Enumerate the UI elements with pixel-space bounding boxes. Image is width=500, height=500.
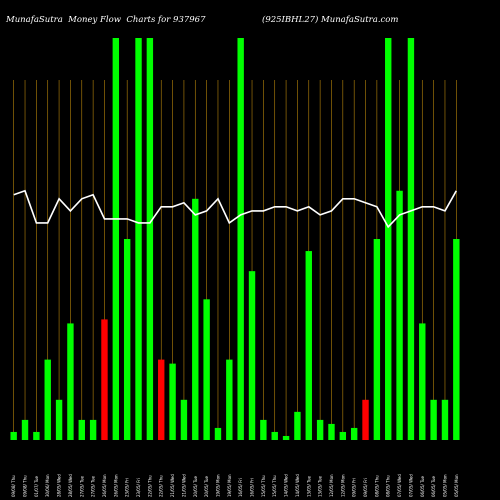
x-tick-label: 06/05/ Tue bbox=[431, 475, 436, 497]
money-flow-bar bbox=[123, 239, 131, 440]
x-tick-label: 19/05/ Mon bbox=[215, 474, 220, 497]
x-tick-label: 07/05/ Wed bbox=[408, 474, 413, 497]
money-flow-bar bbox=[373, 239, 381, 440]
x-tick-label: 09/05/ Fri bbox=[363, 478, 368, 497]
site-title: (925IBHL27) MunafaSutra.com bbox=[262, 14, 398, 25]
x-tick-label: 27/05/ Tue bbox=[79, 475, 84, 497]
money-flow-bar bbox=[158, 359, 165, 440]
money-flow-bar bbox=[294, 411, 301, 440]
money-flow-bar bbox=[316, 419, 324, 440]
money-flow-bar bbox=[101, 319, 108, 440]
money-flow-bar bbox=[78, 419, 85, 440]
x-tick-label: 16/05/ Fri bbox=[238, 478, 243, 497]
x-tick-label: 22/05/ Thu bbox=[147, 475, 152, 497]
x-tick-label: 26/05/ Mon bbox=[113, 474, 118, 497]
money-flow-bar bbox=[44, 359, 51, 440]
money-flow-line-layer bbox=[13, 189, 457, 229]
x-tick-label: 07/05/ Wed bbox=[397, 474, 402, 497]
money-flow-bar bbox=[396, 190, 403, 440]
x-tick-label: 05/05/ Mon bbox=[454, 474, 459, 497]
money-flow-bar bbox=[441, 399, 449, 440]
money-flow-bar bbox=[33, 431, 40, 440]
money-flow-bar bbox=[192, 198, 199, 440]
x-tick-label: 01/07/ Tue bbox=[34, 475, 39, 497]
money-flow-bar bbox=[282, 435, 290, 440]
money-flow-bar bbox=[419, 323, 426, 440]
x-tick-label: 21/05/ Wed bbox=[170, 474, 175, 497]
money-flow-bar bbox=[146, 38, 154, 440]
x-tick-label: 14/05/ Wed bbox=[284, 474, 289, 497]
money-flow-bar bbox=[135, 38, 142, 440]
money-flow-bar bbox=[305, 251, 312, 440]
money-flow-bar bbox=[10, 431, 17, 440]
money-flow-bars bbox=[10, 38, 460, 440]
money-flow-bar bbox=[55, 399, 63, 440]
money-flow-bar bbox=[237, 38, 244, 440]
x-tick-label: 21/05/ Wed bbox=[181, 474, 186, 497]
x-tick-label: 09/05/ Fri bbox=[352, 478, 357, 497]
x-tick-label: 23/05/ Fri bbox=[136, 478, 141, 497]
money-flow-bar bbox=[89, 419, 97, 440]
money-flow-bar bbox=[260, 419, 267, 440]
x-tick-label: 14/05/ Wed bbox=[295, 474, 300, 497]
money-flow-bar bbox=[203, 299, 210, 440]
x-tick-label: 30/06/ Mon bbox=[45, 474, 50, 497]
money-flow-bar bbox=[248, 271, 256, 440]
money-flow-bar bbox=[430, 399, 437, 440]
x-tick-label: 19/05/ Mon bbox=[227, 474, 232, 497]
money-flow-bar bbox=[67, 323, 74, 440]
money-flow-bar bbox=[453, 239, 460, 440]
x-tick-label: 26/05/ Mon bbox=[102, 474, 107, 497]
x-tick-label: 13/05/ Tue bbox=[318, 475, 323, 497]
money-flow-bar bbox=[385, 38, 392, 440]
x-axis-tick-labels: 09/08/ Thu 09/08/ Thu 01/07/ Tue 30/06/ Mon… bbox=[11, 474, 459, 497]
x-tick-label: 20/05/ Tue bbox=[193, 475, 198, 497]
x-tick-label: 08/05/ Thu bbox=[374, 475, 379, 497]
money-flow-bar bbox=[339, 431, 347, 440]
money-flow-bar bbox=[112, 38, 120, 440]
x-tick-label: 09/08/ Thu bbox=[23, 475, 28, 497]
x-tick-label: 15/05/ Thu bbox=[261, 475, 266, 497]
money-flow-line bbox=[13, 189, 457, 229]
money-flow-bar bbox=[21, 419, 29, 440]
chart-title: MunafaSutra Money Flow Charts for 937967 bbox=[5, 15, 206, 25]
x-tick-label: 27/05/ Tue bbox=[91, 475, 96, 497]
money-flow-bar bbox=[226, 359, 233, 440]
x-tick-label: 20/05/ Tue bbox=[204, 475, 209, 497]
x-tick-label: 13/05/ Tue bbox=[306, 475, 311, 497]
money-flow-bar bbox=[271, 431, 278, 440]
x-tick-label: 09/08/ Thu bbox=[11, 475, 16, 497]
x-tick-label: 12/05/ Mon bbox=[329, 474, 334, 497]
money-flow-bar bbox=[362, 399, 369, 440]
x-tick-label: 28/05/ Wed bbox=[68, 474, 73, 497]
money-flow-bar bbox=[328, 423, 335, 440]
money-flow-bar bbox=[180, 399, 188, 440]
x-tick-label: 16/05/ Fri bbox=[250, 478, 255, 497]
x-tick-label: 15/05/ Thu bbox=[272, 475, 277, 497]
money-flow-bar bbox=[350, 427, 358, 440]
x-tick-label: 28/05/ Wed bbox=[57, 474, 62, 497]
x-tick-label: 05/05/ Mon bbox=[442, 474, 447, 497]
money-flow-bar bbox=[214, 427, 222, 440]
x-tick-label: 23/05/ Fri bbox=[125, 478, 130, 497]
money-flow-bar bbox=[407, 38, 415, 440]
x-tick-label: 12/05/ Mon bbox=[340, 474, 345, 497]
money-flow-bar bbox=[169, 363, 176, 440]
x-tick-label: 06/05/ Tue bbox=[420, 475, 425, 497]
x-tick-label: 22/05/ Thu bbox=[159, 475, 164, 497]
x-tick-label: 08/05/ Thu bbox=[386, 475, 391, 497]
